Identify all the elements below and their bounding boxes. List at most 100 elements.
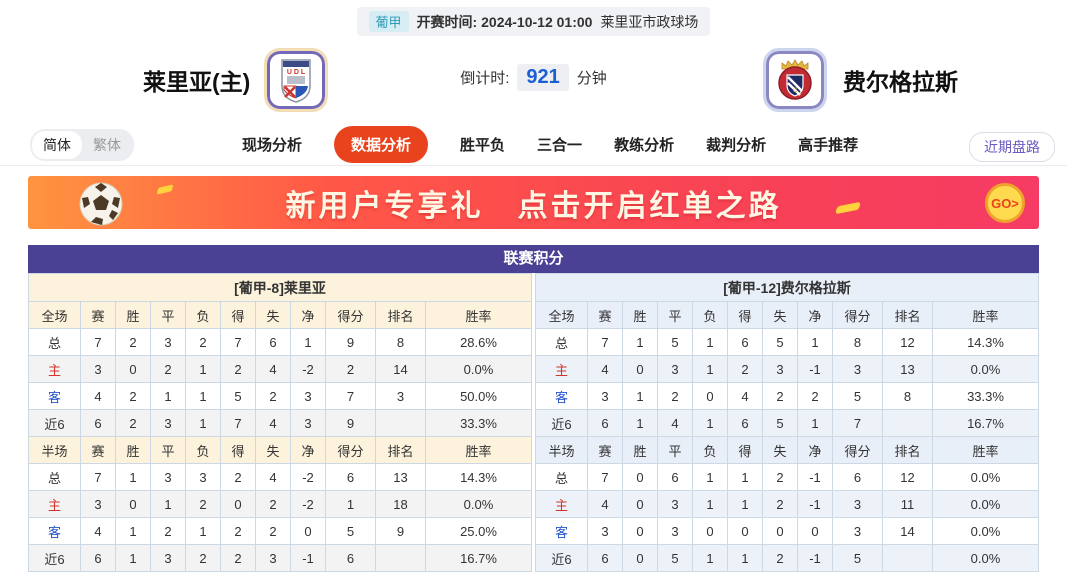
cell-value: 0 bbox=[622, 544, 658, 572]
cell-value: 1 bbox=[290, 328, 326, 356]
cell-value: 9 bbox=[325, 328, 376, 356]
tab-0[interactable]: 现场分析 bbox=[242, 137, 303, 154]
column-header: 失 bbox=[762, 301, 798, 329]
table-row: 近6 6 0 5 1 1 2 -1 5 0.0% bbox=[535, 544, 1039, 572]
cell-value: 0 bbox=[622, 355, 658, 383]
cell-value: 1 bbox=[150, 382, 186, 410]
go-button[interactable]: GO> bbox=[985, 183, 1025, 223]
cell-value: 8 bbox=[882, 382, 933, 410]
away-section-1-columns: 半场赛胜平负得失净得分 排名 胜率 bbox=[535, 436, 1039, 464]
cell-value bbox=[375, 409, 426, 437]
cell-value: 14.3% bbox=[425, 463, 532, 491]
home-crest-icon: U D L bbox=[281, 59, 312, 103]
cell-value: 0 bbox=[290, 517, 326, 545]
cell-value: 7 bbox=[220, 409, 256, 437]
cell-value: 3 bbox=[832, 355, 883, 383]
cell-value bbox=[375, 544, 426, 572]
cell-value: 1 bbox=[115, 463, 151, 491]
cell-value: 16.7% bbox=[425, 544, 532, 572]
nav-tabs: 现场分析 数据分析 胜平负 三合一 教练分析 裁判分析 高手推荐 bbox=[242, 126, 858, 163]
cell-value: 0 bbox=[622, 490, 658, 518]
lang-simplified-button[interactable]: 简体 bbox=[32, 130, 82, 159]
cell-value: 13 bbox=[882, 355, 933, 383]
cell-value: 4 bbox=[657, 409, 693, 437]
cell-value: 1 bbox=[692, 544, 728, 572]
cell-value: 1 bbox=[692, 328, 728, 356]
table-row: 客 3 1 2 0 4 2 2 5 8 33.3% bbox=[535, 382, 1039, 410]
cell-value: 1 bbox=[185, 517, 221, 545]
cell-value: -1 bbox=[797, 355, 833, 383]
cell-value: 0 bbox=[622, 463, 658, 491]
cell-value: 7 bbox=[220, 328, 256, 356]
cell-value: 0.0% bbox=[932, 517, 1039, 545]
column-header: 赛 bbox=[587, 436, 623, 464]
table-row: 主 3 0 1 2 0 2 -2 1 18 0.0% bbox=[28, 490, 532, 518]
cell-value: 3 bbox=[185, 463, 221, 491]
table-row: 总 7 1 5 1 6 5 1 8 12 14.3% bbox=[535, 328, 1039, 356]
table-row: 客 4 2 1 1 5 2 3 7 3 50.0% bbox=[28, 382, 532, 410]
home-team-name: 莱里亚(主) bbox=[143, 69, 251, 95]
cell-value: -1 bbox=[290, 544, 326, 572]
cell-value: 3 bbox=[150, 328, 186, 356]
cell-value: 50.0% bbox=[425, 382, 532, 410]
tab-1[interactable]: 数据分析 bbox=[334, 126, 429, 163]
tab-2[interactable]: 胜平负 bbox=[460, 137, 506, 154]
column-header: 半场 bbox=[28, 436, 81, 464]
cell-value: 0.0% bbox=[932, 355, 1039, 383]
lang-traditional-button[interactable]: 繁体 bbox=[93, 136, 121, 153]
column-header: 净 bbox=[797, 436, 833, 464]
cell-value: 5 bbox=[832, 382, 883, 410]
cell-value: 2 bbox=[220, 463, 256, 491]
cell-value: 14 bbox=[882, 517, 933, 545]
cell-value: 1 bbox=[692, 409, 728, 437]
cell-value: 2 bbox=[762, 544, 798, 572]
cell-value: 3 bbox=[657, 490, 693, 518]
column-header: 负 bbox=[185, 436, 221, 464]
promo-banner[interactable]: 新用户专享礼 点击开启红单之路 GO> bbox=[28, 176, 1039, 229]
column-header: 胜率 bbox=[425, 436, 532, 464]
column-header: 得 bbox=[220, 301, 256, 329]
cell-value: 1 bbox=[727, 544, 763, 572]
table-row: 主 4 0 3 1 2 3 -1 3 13 0.0% bbox=[535, 355, 1039, 383]
cell-value: 0 bbox=[220, 490, 256, 518]
table-row: 主 3 0 2 1 2 4 -2 2 14 0.0% bbox=[28, 355, 532, 383]
tab-6[interactable]: 高手推荐 bbox=[798, 137, 859, 154]
away-team-logo: C bbox=[763, 48, 827, 112]
column-header: 平 bbox=[657, 301, 693, 329]
cell-value: 9 bbox=[325, 409, 376, 437]
column-header: 胜 bbox=[622, 301, 658, 329]
cell-value: 5 bbox=[657, 328, 693, 356]
soccer-ball-icon bbox=[79, 182, 123, 226]
away-team-header-row: [葡甲-12]费尔格拉斯 bbox=[535, 273, 1039, 302]
match-info-bar: 葡甲 开赛时间: 2024-10-12 01:00 莱里亚市政球场 bbox=[0, 0, 1067, 36]
cell-value: 1 bbox=[692, 490, 728, 518]
cell-value: 0.0% bbox=[932, 544, 1039, 572]
cell-value: -1 bbox=[797, 463, 833, 491]
tab-3[interactable]: 三合一 bbox=[537, 137, 583, 154]
column-header: 失 bbox=[762, 436, 798, 464]
cell-value: 1 bbox=[325, 490, 376, 518]
cell-value: 1 bbox=[622, 382, 658, 410]
cell-value: 0.0% bbox=[932, 463, 1039, 491]
tab-4[interactable]: 教练分析 bbox=[614, 137, 675, 154]
recent-trend-button[interactable]: 近期盘路 bbox=[969, 132, 1055, 162]
cell-value: 6 bbox=[727, 409, 763, 437]
cell-value: 14.3% bbox=[932, 328, 1039, 356]
cell-value: 0 bbox=[692, 382, 728, 410]
cell-value: 2 bbox=[325, 355, 376, 383]
column-header: 平 bbox=[150, 301, 186, 329]
cell-value: 3 bbox=[762, 355, 798, 383]
column-header: 得分 bbox=[832, 436, 883, 464]
cell-value: 0.0% bbox=[932, 490, 1039, 518]
cell-value: 14 bbox=[375, 355, 426, 383]
row-label: 总 bbox=[28, 463, 81, 491]
column-header: 负 bbox=[692, 436, 728, 464]
table-row: 客 4 1 2 1 2 2 0 5 9 25.0% bbox=[28, 517, 532, 545]
column-header: 胜率 bbox=[932, 301, 1039, 329]
cell-value: 3 bbox=[150, 463, 186, 491]
away-section-0-columns: 全场赛胜平负得失净得分 排名 胜率 bbox=[535, 301, 1039, 329]
cell-value: 4 bbox=[255, 463, 291, 491]
column-header: 排名 bbox=[882, 436, 933, 464]
column-header: 胜 bbox=[622, 436, 658, 464]
tab-5[interactable]: 裁判分析 bbox=[706, 137, 767, 154]
